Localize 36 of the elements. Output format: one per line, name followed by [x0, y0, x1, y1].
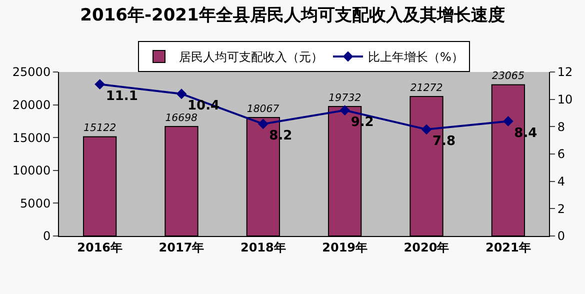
- legend-label: 比上年增长（%）: [368, 50, 464, 64]
- x-tick-label: 2020年: [404, 240, 450, 254]
- data-label: 21272: [410, 82, 443, 94]
- y-tick-label: 20000: [12, 98, 51, 112]
- x-tick-label: 2017年: [158, 240, 204, 254]
- data-label: 16698: [165, 112, 198, 124]
- y-tick-label: 10000: [12, 164, 51, 178]
- chart-title: 2016年-2021年全县居民人均可支配收入及其增长速度: [80, 6, 505, 26]
- x-tick-label: 2018年: [240, 240, 286, 254]
- data-label: 15122: [84, 122, 116, 134]
- y2-tick-label: 8: [557, 120, 566, 134]
- data-label: 18067: [246, 104, 280, 115]
- data-label: 11.1: [106, 89, 138, 104]
- x-tick-label: 2019年: [322, 240, 368, 254]
- point: [258, 118, 268, 130]
- y-tick-label: 5000: [20, 196, 51, 210]
- point: [94, 79, 106, 90]
- point: [421, 124, 432, 135]
- y2-tick-label: 2: [557, 202, 566, 216]
- point: [176, 88, 187, 100]
- data-label: 19732: [328, 92, 362, 104]
- y-tick-label: 0: [42, 229, 51, 244]
- point: [502, 116, 514, 126]
- y-tick-label: 15000: [12, 130, 51, 145]
- x-tick-label: 2016年: [77, 240, 123, 254]
- y2-tick-label: 10: [557, 92, 573, 107]
- data-label: 10.4: [188, 98, 220, 114]
- data-label: 23065: [492, 70, 524, 82]
- point: [340, 105, 350, 116]
- y2-tick-label: 4: [557, 174, 566, 189]
- y2-tick-label: 12: [557, 65, 573, 80]
- y2-tick-label: 6: [557, 147, 566, 162]
- x-tick-label: 2021年: [485, 240, 531, 254]
- y2-tick-label: 0: [557, 229, 566, 244]
- y-tick-label: 25000: [12, 65, 51, 80]
- legend-label: 居民人均可支配收入（元）: [179, 50, 323, 64]
